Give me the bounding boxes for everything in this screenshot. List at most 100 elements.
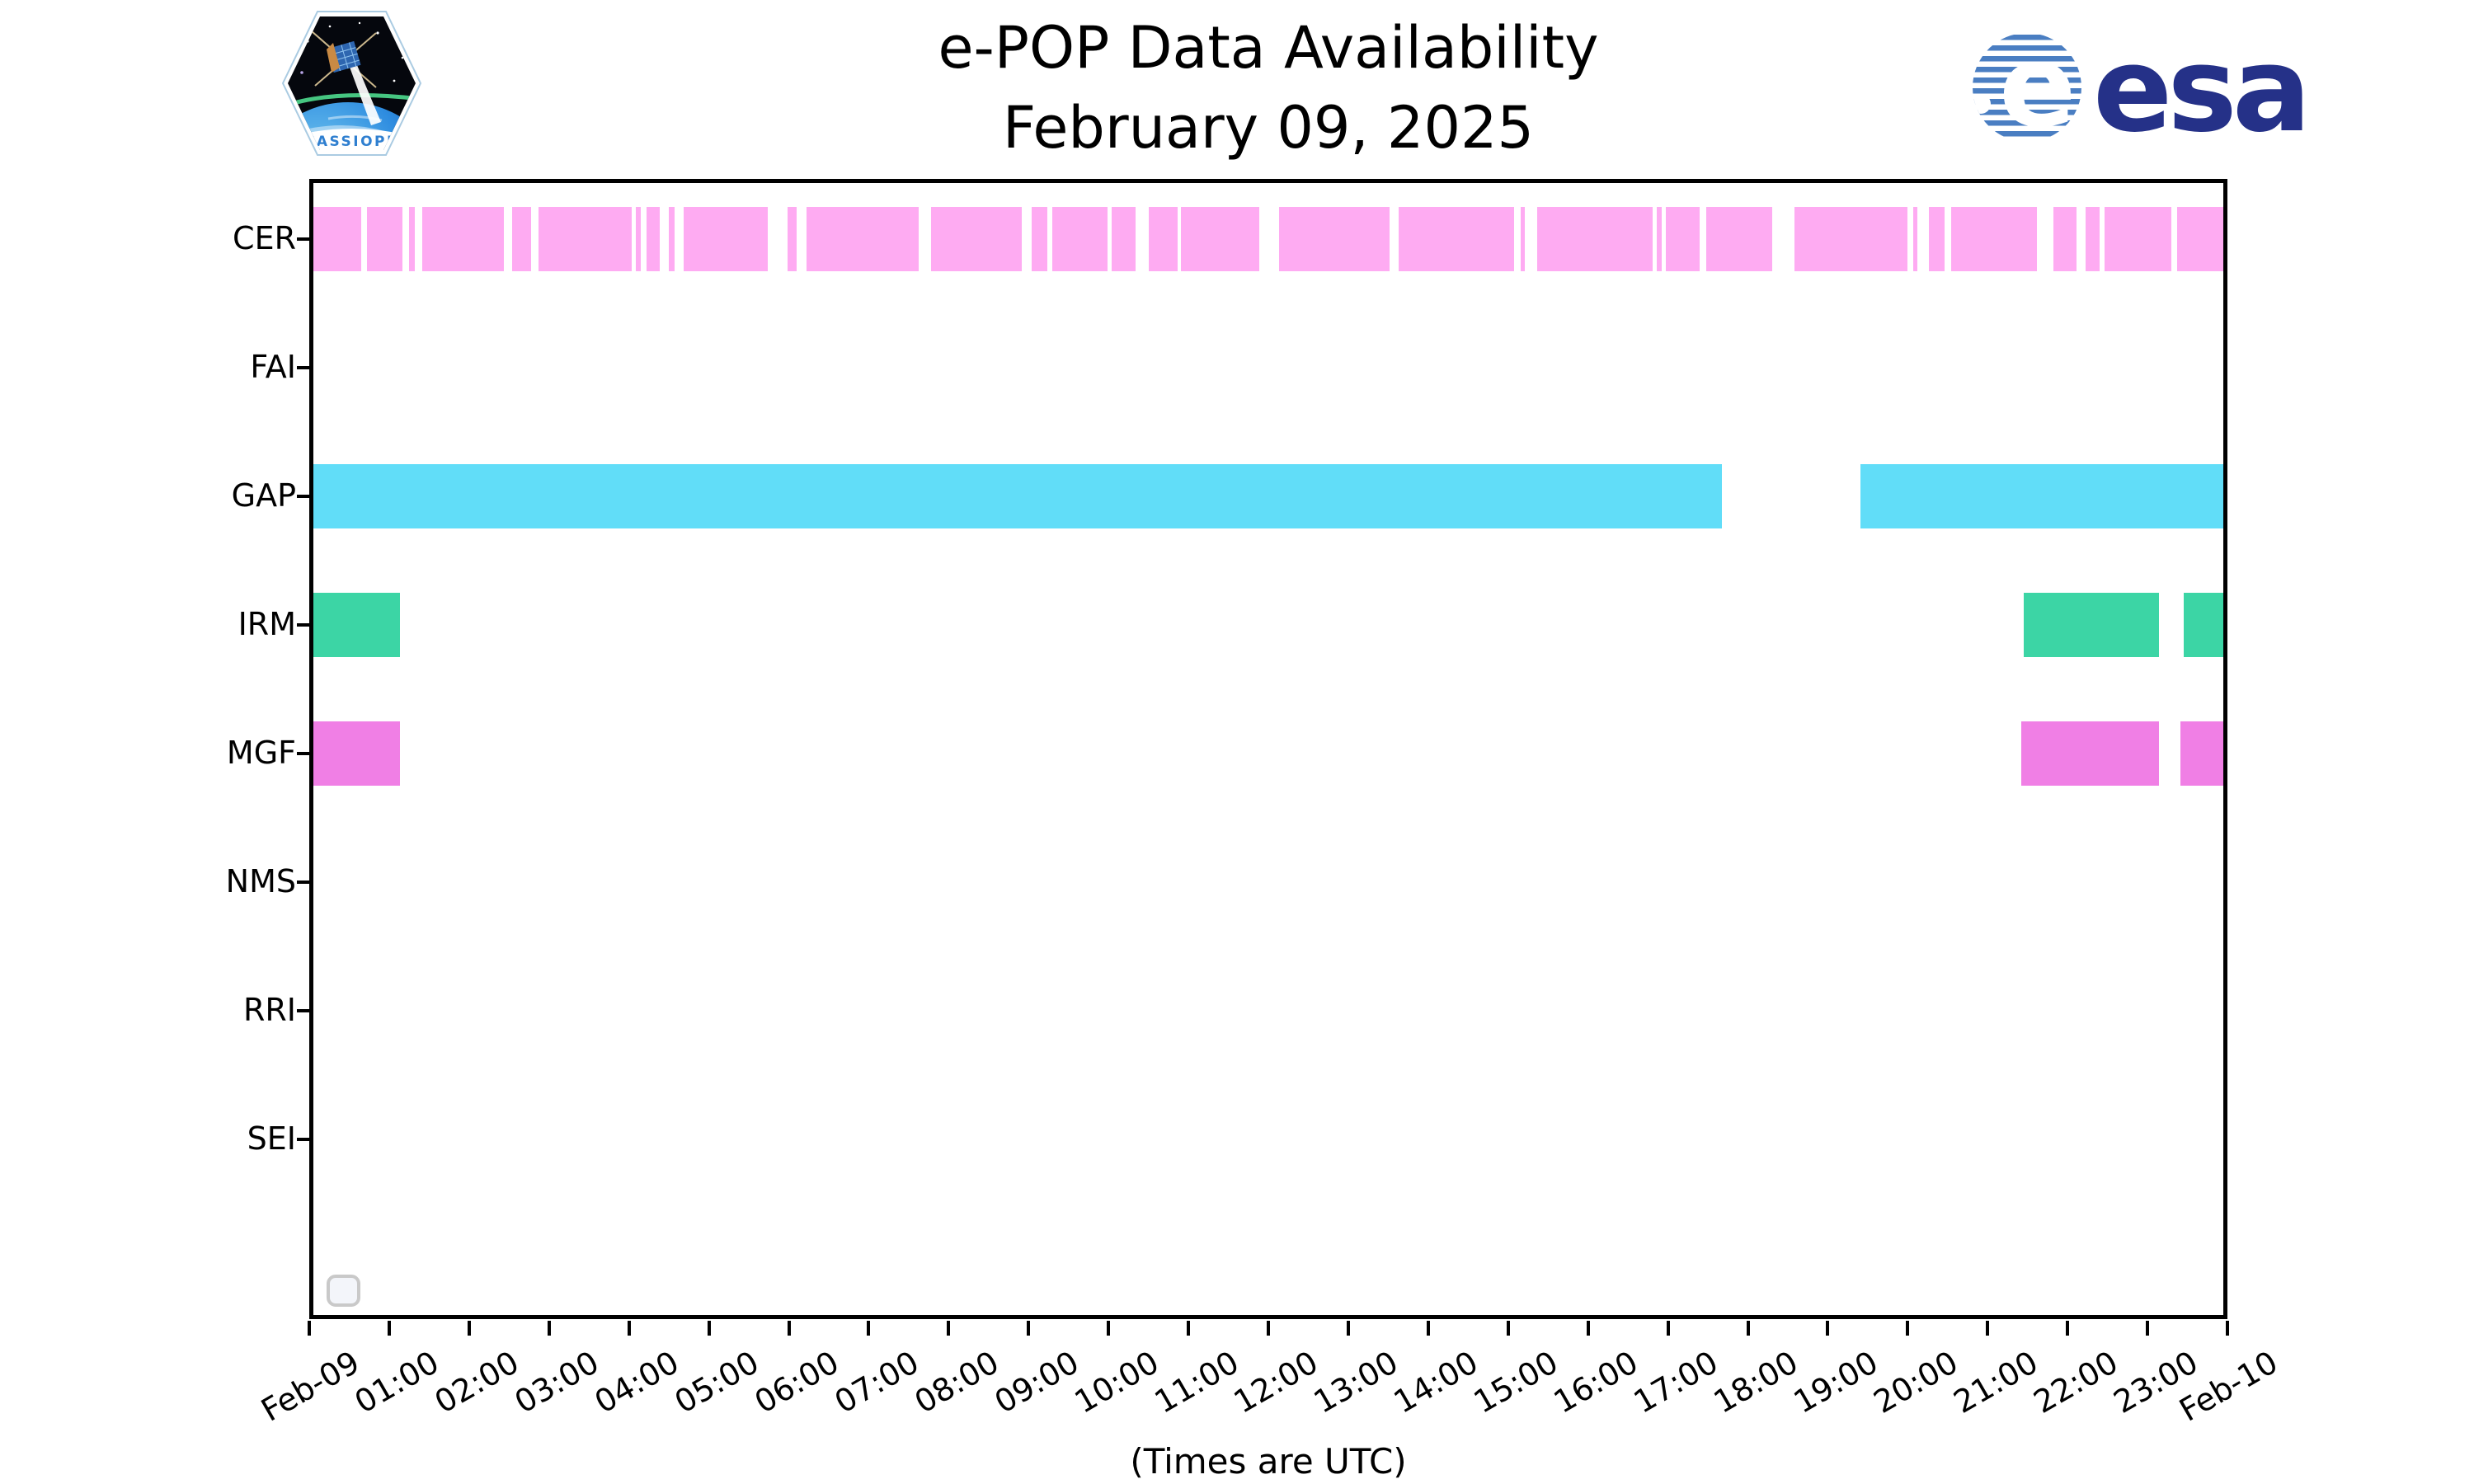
x-tick-label: 21:00 <box>1947 1344 2044 1421</box>
esa-logo: e esa <box>1973 20 2312 158</box>
y-tick <box>297 1009 309 1012</box>
esa-globe-e: e <box>1999 20 2077 153</box>
x-tick-label: 03:00 <box>508 1344 605 1421</box>
x-tick <box>1426 1321 1430 1336</box>
x-tick <box>308 1321 311 1336</box>
chart-subtitle: February 09, 2025 <box>1002 93 1535 162</box>
x-tick-label: 07:00 <box>828 1344 925 1421</box>
x-tick <box>547 1321 551 1336</box>
x-tick <box>1267 1321 1270 1336</box>
x-tick <box>627 1321 631 1336</box>
x-tick-label: 17:00 <box>1627 1344 1724 1421</box>
availability-bar-cer <box>2104 207 2172 271</box>
availability-bar-cer <box>512 207 532 271</box>
esa-striped-globe: e <box>1973 20 2081 153</box>
availability-bar-mgf <box>309 721 401 786</box>
x-tick <box>1187 1321 1191 1336</box>
patch-bottom-band <box>288 129 416 150</box>
availability-bar-cer <box>1181 207 1260 271</box>
x-tick <box>1746 1321 1750 1336</box>
x-tick-label: 02:00 <box>429 1344 525 1421</box>
x-tick <box>867 1321 871 1336</box>
chart-title-block: e-POP Data Availability February 09, 202… <box>309 8 2227 167</box>
availability-bar-cer <box>421 207 505 271</box>
x-tick <box>1346 1321 1350 1336</box>
availability-bar-irm <box>309 593 401 657</box>
y-tick <box>297 495 309 498</box>
x-tick <box>1666 1321 1670 1336</box>
x-tick <box>787 1321 791 1336</box>
x-tick-label: 13:00 <box>1308 1344 1404 1421</box>
availability-bar-cer <box>1928 207 1945 271</box>
availability-bar-cer <box>646 207 661 271</box>
availability-bar-cer <box>1398 207 1515 271</box>
x-axis-caption: (Times are UTC) <box>1130 1441 1407 1482</box>
x-tick-label: 10:00 <box>1068 1344 1165 1421</box>
x-tick-label: 04:00 <box>588 1344 685 1421</box>
availability-bar-cer <box>806 207 920 271</box>
availability-bar-cer <box>1148 207 1178 271</box>
y-axis-label-irm: IRM <box>238 606 296 643</box>
x-tick-label: 11:00 <box>1148 1344 1245 1421</box>
availability-bar-cer <box>1706 207 1772 271</box>
x-tick <box>1906 1321 1910 1336</box>
x-tick-label: 06:00 <box>748 1344 845 1421</box>
availability-bar-cer <box>309 207 361 271</box>
legend-box <box>327 1275 360 1307</box>
availability-bar-cer <box>2086 207 2100 271</box>
y-axis-label-nms: NMS <box>225 863 296 900</box>
x-tick-label: 16:00 <box>1547 1344 1644 1421</box>
y-axis-label-sei: SEI <box>247 1120 296 1158</box>
availability-bar-cer <box>1032 207 1047 271</box>
x-tick <box>467 1321 471 1336</box>
availability-bar-cer <box>2053 207 2077 271</box>
x-tick <box>1027 1321 1031 1336</box>
x-tick-label: 09:00 <box>988 1344 1085 1421</box>
availability-bar-gap <box>1860 464 2227 528</box>
availability-bar-irm <box>2183 593 2227 657</box>
availability-bar-cer <box>787 207 797 271</box>
availability-bar-cer <box>636 207 642 271</box>
x-tick <box>1986 1321 1990 1336</box>
availability-bar-gap <box>309 464 1722 528</box>
y-axis-label-fai: FAI <box>250 349 296 386</box>
x-tick-label: Feb-09 <box>254 1344 365 1429</box>
y-tick <box>297 237 309 241</box>
availability-bar-cer <box>539 207 632 271</box>
y-axis-label-mgf: MGF <box>226 735 296 772</box>
x-tick <box>2146 1321 2150 1336</box>
satellite-illustration <box>311 31 381 125</box>
y-tick <box>297 752 309 755</box>
availability-bar-mgf <box>2180 721 2227 786</box>
availability-bar-cer <box>409 207 415 271</box>
x-tick <box>1107 1321 1111 1336</box>
availability-bar-cer <box>1052 207 1108 271</box>
y-axis-label-gap: GAP <box>231 477 296 514</box>
x-tick <box>1826 1321 1830 1336</box>
availability-bar-cer <box>1521 207 1526 271</box>
chart-title: e-POP Data Availability <box>938 14 1599 82</box>
x-tick-label: 15:00 <box>1467 1344 1564 1421</box>
x-tick <box>1586 1321 1590 1336</box>
availability-bar-cer <box>1278 207 1390 271</box>
x-tick <box>387 1321 391 1336</box>
x-tick-label: 08:00 <box>908 1344 1005 1421</box>
x-tick <box>947 1321 951 1336</box>
availability-bar-cer <box>366 207 403 271</box>
y-tick <box>297 881 309 884</box>
availability-bar-cer <box>1536 207 1653 271</box>
x-tick <box>2226 1321 2229 1336</box>
availability-bar-cer <box>1913 207 1917 271</box>
cassiope-logo: CASSIOPE <box>281 11 422 156</box>
availability-bar-cer <box>1112 207 1136 271</box>
x-tick-label: 05:00 <box>668 1344 765 1421</box>
x-tick-label: 18:00 <box>1707 1344 1804 1421</box>
y-tick <box>297 1138 309 1141</box>
y-tick <box>297 623 309 627</box>
x-tick <box>1506 1321 1510 1336</box>
x-tick-label: 14:00 <box>1388 1344 1484 1421</box>
x-tick-label: 12:00 <box>1228 1344 1324 1421</box>
x-tick-label: 20:00 <box>1867 1344 1964 1421</box>
y-tick <box>297 366 309 369</box>
